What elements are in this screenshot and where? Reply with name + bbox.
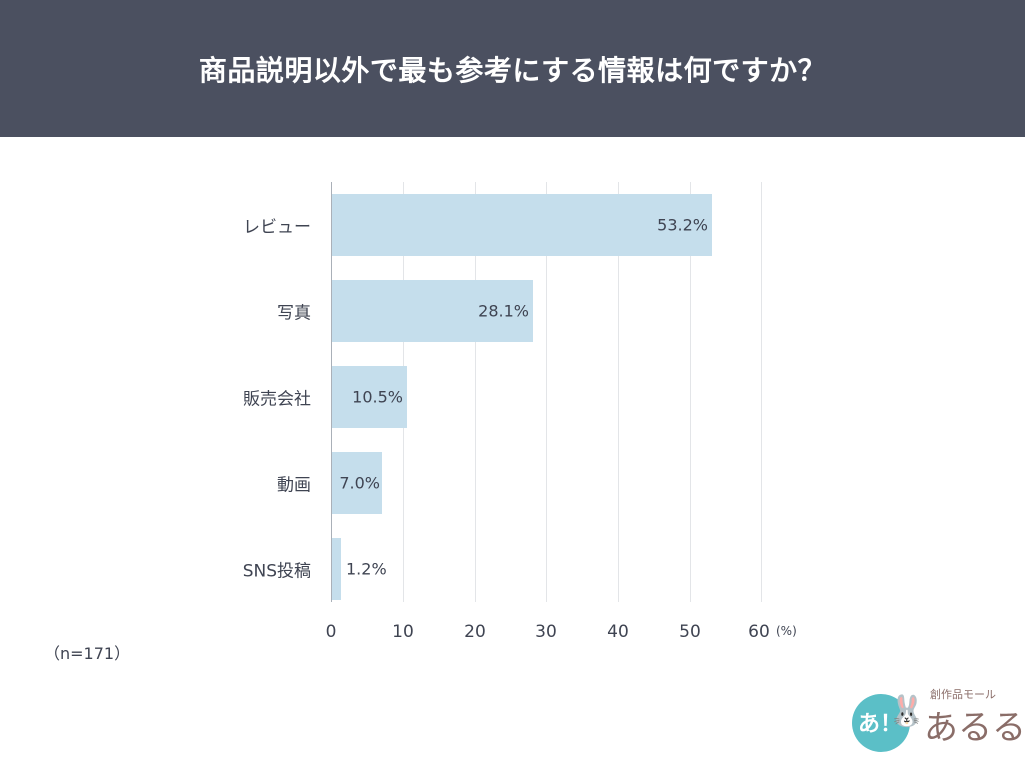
x-tick-10: 10	[392, 622, 414, 642]
gridline-60	[761, 182, 762, 602]
logo-circle-icon	[852, 694, 910, 752]
logo-name: あるる	[924, 708, 1025, 748]
bar-video: 7.0%	[332, 452, 382, 514]
rabbit-icon: 🐰	[888, 694, 926, 729]
x-tick-30: 30	[535, 622, 557, 642]
bar-value-label: 53.2%	[657, 215, 708, 235]
bar-value-label: 10.5%	[352, 387, 403, 407]
category-label-photo: 写真	[277, 303, 311, 324]
gridline-20	[475, 182, 476, 602]
logo-subtitle: 創作品モール	[930, 688, 996, 701]
gridline-30	[546, 182, 547, 602]
bar-photo: 28.1%	[332, 280, 533, 342]
bar-value-label: 7.0%	[339, 473, 380, 493]
category-label-review: レビュー	[243, 217, 311, 238]
sample-size-note: （n=171）	[44, 644, 131, 663]
y-axis-line	[331, 182, 332, 602]
bar-sns: 1.2%	[332, 538, 387, 600]
gridline-40	[618, 182, 619, 602]
x-tick-20: 20	[464, 622, 486, 642]
title-banner: 商品説明以外で最も参考にする情報は何ですか？	[0, 0, 1025, 137]
category-label-video: 動画	[277, 475, 311, 496]
x-tick-40: 40	[607, 622, 629, 642]
bar-review: 53.2%	[332, 194, 712, 256]
x-tick-0: 0	[325, 622, 337, 642]
category-label-seller: 販売会社	[243, 389, 311, 410]
x-tick-50: 50	[679, 622, 701, 642]
bar-seller: 10.5%	[332, 366, 407, 428]
plot-area: 53.2% 28.1% 10.5% 7.0% 1.2%	[331, 182, 762, 602]
gridline-50	[690, 182, 691, 602]
bar-value-label: 1.2%	[346, 559, 387, 579]
category-label-sns: SNS投稿	[242, 561, 311, 582]
bar-value-label: 28.1%	[478, 301, 529, 321]
logo-mark: あ！	[858, 712, 903, 737]
x-axis-unit: (%)	[776, 624, 797, 638]
x-tick-60: 60	[748, 622, 770, 642]
brand-logo: あ！ 🐰 創作品モール あるる	[852, 686, 1025, 752]
chart-title: 商品説明以外で最も参考にする情報は何ですか？	[198, 53, 827, 87]
